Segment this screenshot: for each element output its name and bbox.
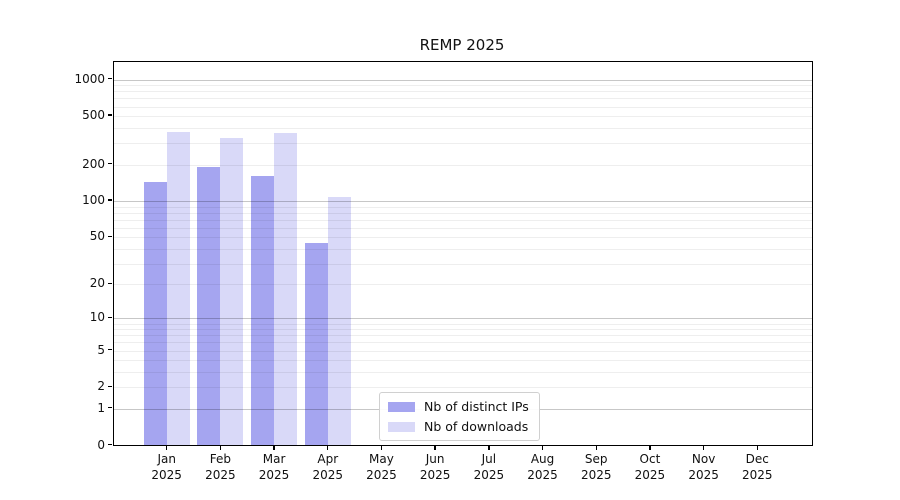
y-tick-label-500: 500 bbox=[82, 108, 105, 123]
y-tick-label-10: 10 bbox=[89, 310, 105, 325]
bar-distinct-ips-feb bbox=[197, 166, 221, 445]
gridline-major-1000 bbox=[114, 79, 812, 81]
x-tick-nov bbox=[702, 445, 705, 450]
plot-area bbox=[113, 61, 813, 446]
x-tick-may bbox=[380, 445, 383, 450]
y-tick-0 bbox=[108, 443, 112, 446]
x-tick-sep bbox=[595, 445, 597, 450]
bar-downloads-jan bbox=[166, 132, 190, 445]
legend-label-downloads: Nb of downloads bbox=[424, 419, 529, 434]
bar-distinct-ips-mar bbox=[251, 176, 275, 445]
bar-downloads-feb bbox=[220, 137, 244, 445]
bar-distinct-ips-jan bbox=[143, 181, 167, 445]
gridline-minor-800 bbox=[114, 91, 812, 93]
x-tick-label-feb: Feb 2025 bbox=[205, 451, 236, 482]
y-tick-label-5: 5 bbox=[97, 342, 105, 357]
gridline-minor-900 bbox=[114, 85, 812, 87]
x-tick-jul bbox=[488, 445, 490, 450]
gridline-minor-700 bbox=[114, 98, 812, 100]
x-tick-label-sep: Sep 2025 bbox=[580, 451, 612, 482]
y-tick-500 bbox=[108, 114, 112, 116]
y-tick-label-100: 100 bbox=[82, 193, 105, 207]
y-tick-label-50: 50 bbox=[89, 229, 105, 244]
x-tick-label-mar: Mar 2025 bbox=[258, 451, 290, 482]
x-tick-label-jul: Jul 2025 bbox=[473, 451, 505, 482]
legend-entry-downloads: Nb of downloads bbox=[388, 419, 529, 434]
x-tick-jun bbox=[434, 445, 436, 450]
legend-label-distinct-ips: Nb of distinct IPs bbox=[424, 399, 529, 414]
gridline-minor-400 bbox=[114, 127, 812, 129]
gridline-minor-600 bbox=[114, 106, 812, 108]
x-tick-label-oct: Oct 2025 bbox=[634, 451, 666, 482]
x-tick-oct bbox=[649, 445, 651, 450]
legend: Nb of distinct IPs Nb of downloads bbox=[379, 392, 540, 441]
legend-entry-distinct-ips: Nb of distinct IPs bbox=[388, 399, 529, 414]
chart-title: REMP 2025 bbox=[419, 36, 505, 54]
y-tick-label-1: 1 bbox=[97, 400, 105, 415]
x-tick-label-aug: Aug 2025 bbox=[527, 451, 558, 482]
y-tick-label-20: 20 bbox=[89, 276, 105, 291]
y-tick-label-200: 200 bbox=[82, 156, 105, 171]
x-tick-label-may: May 2025 bbox=[366, 451, 397, 482]
y-tick-1 bbox=[108, 407, 112, 409]
x-tick-label-jan: Jan 2025 bbox=[151, 451, 182, 482]
x-tick-label-jun: Jun 2025 bbox=[419, 451, 451, 482]
x-tick-label-apr: Apr 2025 bbox=[312, 451, 344, 482]
y-tick-label-2: 2 bbox=[97, 379, 105, 394]
x-tick-apr bbox=[327, 445, 329, 450]
y-tick-2 bbox=[108, 385, 112, 387]
x-tick-label-dec: Dec 2025 bbox=[742, 451, 773, 482]
x-tick-feb bbox=[219, 445, 222, 450]
gridline-minor-200 bbox=[114, 164, 812, 166]
legend-swatch-downloads bbox=[388, 421, 415, 432]
x-tick-aug bbox=[541, 445, 544, 450]
gridline-minor-300 bbox=[114, 143, 812, 145]
x-tick-dec bbox=[756, 445, 758, 450]
bar-downloads-mar bbox=[274, 133, 298, 445]
bar-downloads-apr bbox=[327, 196, 351, 445]
y-tick-20 bbox=[108, 282, 112, 284]
y-tick-100 bbox=[108, 199, 112, 201]
x-tick-label-nov: Nov 2025 bbox=[688, 451, 719, 482]
gridline-minor-500 bbox=[114, 116, 812, 118]
bar-distinct-ips-apr bbox=[304, 243, 328, 445]
y-tick-5 bbox=[108, 348, 112, 351]
y-tick-10 bbox=[108, 316, 112, 319]
y-tick-label-1000: 1000 bbox=[74, 71, 105, 86]
y-tick-1000 bbox=[108, 77, 112, 80]
y-tick-200 bbox=[108, 162, 112, 165]
y-tick-50 bbox=[108, 235, 112, 237]
x-tick-mar bbox=[273, 445, 275, 450]
legend-swatch-distinct-ips bbox=[388, 401, 415, 412]
x-tick-jan bbox=[165, 445, 168, 450]
y-tick-label-0: 0 bbox=[97, 437, 105, 452]
